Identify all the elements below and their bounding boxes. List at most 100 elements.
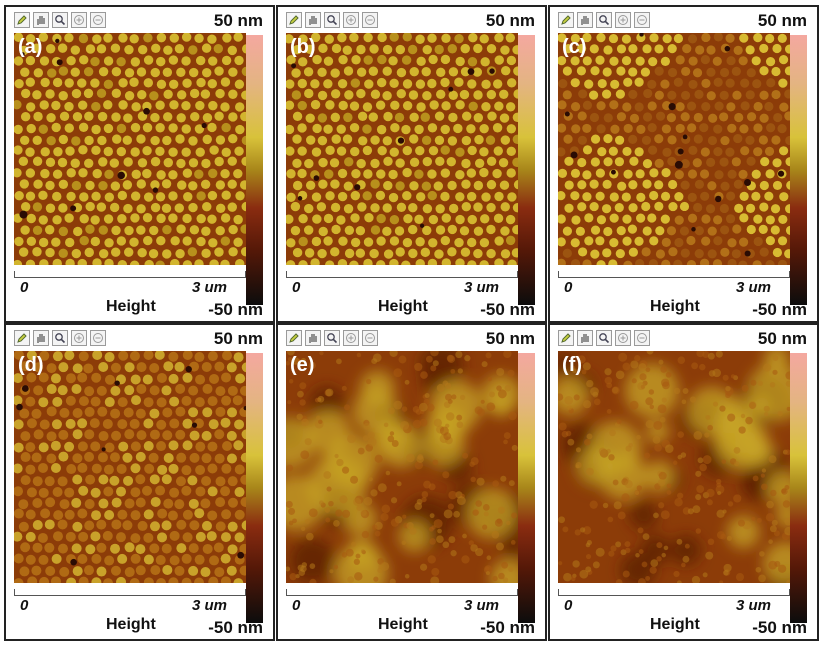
zoom-in-icon[interactable]: [343, 12, 359, 28]
height-map-texture: [14, 33, 246, 265]
zoom-in-icon[interactable]: [71, 330, 87, 346]
toolbar: [14, 12, 106, 30]
zoom-in-icon[interactable]: [343, 330, 359, 346]
panel-letter: (d): [18, 354, 44, 376]
axis-start-label: 0: [564, 597, 573, 614]
scale-bar: [14, 589, 246, 596]
zoom-out-icon[interactable]: [634, 330, 650, 346]
colorbar: [790, 35, 807, 305]
colorbar-min-label: -50 nm: [480, 300, 535, 319]
toolbar: [286, 330, 378, 348]
height-map-texture: [14, 351, 246, 583]
magnify-icon[interactable]: [596, 330, 612, 346]
pencil-icon[interactable]: [558, 330, 574, 346]
axis-end-label: 3 um: [192, 597, 228, 614]
panel-letter: (f): [562, 354, 582, 376]
axis-end-label: 3 um: [464, 597, 500, 614]
height-map-texture: [286, 351, 518, 583]
pencil-icon[interactable]: [558, 12, 574, 28]
afm-panel: 50 nm (a) 0 3 um Height -50 nm: [4, 5, 275, 323]
channel-label: Height: [378, 298, 428, 315]
colorbar: [790, 353, 807, 623]
channel-label: Height: [106, 298, 156, 315]
zoom-out-icon[interactable]: [634, 12, 650, 28]
channel-label: Height: [106, 616, 156, 633]
colorbar-min-label: -50 nm: [752, 618, 807, 637]
afm-panel: 50 nm (d) 0 3 um Height -50 nm: [4, 323, 275, 641]
afm-panel: 50 nm (f) 0 3 um Height -50 nm: [548, 323, 819, 641]
afm-panel: 50 nm (b) 0 3 um Height -50 nm: [276, 5, 547, 323]
hand-icon[interactable]: [577, 12, 593, 28]
pencil-icon[interactable]: [14, 12, 30, 28]
hand-icon[interactable]: [33, 12, 49, 28]
zoom-out-icon[interactable]: [362, 12, 378, 28]
colorbar-min-label: -50 nm: [480, 618, 535, 637]
zoom-in-icon[interactable]: [615, 12, 631, 28]
channel-label: Height: [650, 616, 700, 633]
axis-end-label: 3 um: [192, 279, 228, 296]
scale-bar: [558, 589, 790, 596]
colorbar-min-label: -50 nm: [208, 618, 263, 637]
scale-bar: [14, 271, 246, 278]
panel-letter: (e): [290, 354, 315, 376]
colorbar: [246, 35, 263, 305]
magnify-icon[interactable]: [52, 12, 68, 28]
panel-letter: (b): [290, 36, 316, 58]
height-map-image: [14, 351, 246, 583]
height-map-image: [14, 33, 246, 265]
colorbar-min-label: -50 nm: [752, 300, 807, 319]
axis-start-label: 0: [292, 279, 301, 296]
zoom-out-icon[interactable]: [362, 330, 378, 346]
colorbar-max-label: 50 nm: [757, 329, 807, 348]
magnify-icon[interactable]: [324, 12, 340, 28]
panel-letter: (a): [18, 36, 43, 58]
hand-icon[interactable]: [305, 12, 321, 28]
hand-icon[interactable]: [33, 330, 49, 346]
pencil-icon[interactable]: [286, 330, 302, 346]
axis-end-label: 3 um: [736, 279, 772, 296]
magnify-icon[interactable]: [596, 12, 612, 28]
height-map-texture: [558, 33, 790, 265]
colorbar-max-label: 50 nm: [213, 329, 263, 348]
axis-end-label: 3 um: [736, 597, 772, 614]
axis-start-label: 0: [292, 597, 301, 614]
colorbar: [246, 353, 263, 623]
pencil-icon[interactable]: [14, 330, 30, 346]
channel-label: Height: [650, 298, 700, 315]
colorbar: [518, 35, 535, 305]
axis-start-label: 0: [20, 279, 29, 296]
hand-icon[interactable]: [305, 330, 321, 346]
height-map-texture: [558, 351, 790, 583]
hand-icon[interactable]: [577, 330, 593, 346]
zoom-in-icon[interactable]: [615, 330, 631, 346]
scale-bar: [558, 271, 790, 278]
colorbar-max-label: 50 nm: [757, 11, 807, 30]
toolbar: [558, 330, 650, 348]
axis-start-label: 0: [564, 279, 573, 296]
colorbar-max-label: 50 nm: [485, 11, 535, 30]
scale-bar: [286, 271, 518, 278]
height-map-image: [286, 351, 518, 583]
colorbar-max-label: 50 nm: [213, 11, 263, 30]
panel-letter: (c): [562, 36, 587, 58]
zoom-out-icon[interactable]: [90, 330, 106, 346]
height-map-image: [558, 33, 790, 265]
pencil-icon[interactable]: [286, 12, 302, 28]
afm-panel: 50 nm (e) 0 3 um Height -50 nm: [276, 323, 547, 641]
toolbar: [286, 12, 378, 30]
colorbar-min-label: -50 nm: [208, 300, 263, 319]
magnify-icon[interactable]: [52, 330, 68, 346]
height-map-texture: [286, 33, 518, 265]
colorbar-max-label: 50 nm: [485, 329, 535, 348]
colorbar: [518, 353, 535, 623]
height-map-image: [286, 33, 518, 265]
axis-start-label: 0: [20, 597, 29, 614]
toolbar: [14, 330, 106, 348]
zoom-out-icon[interactable]: [90, 12, 106, 28]
afm-panel: 50 nm (c) 0 3 um Height -50 nm: [548, 5, 819, 323]
magnify-icon[interactable]: [324, 330, 340, 346]
zoom-in-icon[interactable]: [71, 12, 87, 28]
scale-bar: [286, 589, 518, 596]
axis-end-label: 3 um: [464, 279, 500, 296]
